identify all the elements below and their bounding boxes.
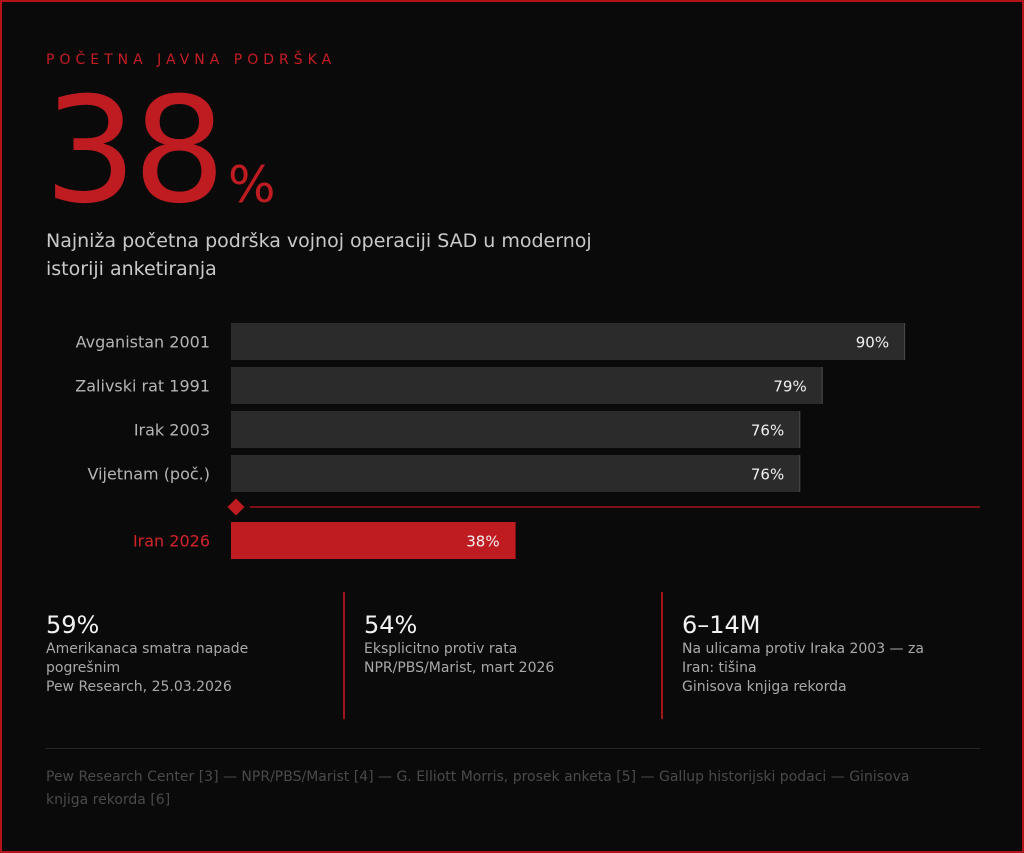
stat-block: 59% Amerikanaca smatra napade pogrešnim … (46, 592, 326, 720)
stat-line: Amerikanaca smatra napade (46, 641, 249, 657)
category-label: Avganistan 2001 (76, 333, 210, 352)
stat-line: pogrešnim (46, 660, 121, 676)
value-label: 90% (856, 334, 889, 352)
category-label: Zalivski rat 1991 (75, 377, 210, 396)
sources-line: knjiga rekorda [6] (46, 792, 171, 808)
value-label: 38% (466, 533, 499, 551)
stat-block: 6–14M Na ulicama protiv Iraka 2003 — za … (682, 592, 972, 720)
stat-value: 6–14M (682, 611, 761, 639)
bar (231, 455, 801, 492)
bar-edge (799, 455, 801, 492)
stat-source: Ginisova knjiga rekorda (682, 679, 847, 695)
headline-unit: % (228, 156, 276, 214)
stat-divider (343, 592, 345, 719)
value-label: 79% (773, 378, 806, 396)
stat-line: Na ulicama protiv Iraka 2003 — za (682, 641, 924, 657)
diamond-icon (227, 498, 245, 516)
kicker-label: POČETNA JAVNA PODRŠKA (46, 52, 337, 68)
stat-line: Eksplicitno protiv rata (364, 641, 518, 657)
stat-line: Iran: tišina (682, 660, 757, 676)
description-line: istoriji anketiranja (46, 258, 217, 280)
bar-edge (799, 411, 801, 448)
stat-block: 54% Eksplicitno protiv rata NPR/PBS/Mari… (364, 592, 644, 720)
stat-divider (661, 592, 663, 719)
bar (231, 367, 823, 404)
stats-row: 59% Amerikanaca smatra napade pogrešnim … (0, 592, 1024, 720)
stat-value: 59% (46, 611, 100, 639)
bar (231, 411, 801, 448)
stat-value: 54% (364, 611, 418, 639)
sources-line: Pew Research Center [3] — NPR/PBS/Marist… (46, 769, 910, 785)
category-label: Irak 2003 (134, 421, 210, 440)
footer-divider (46, 748, 980, 749)
category-label: Iran 2026 (133, 532, 210, 551)
headline-value: 38 (44, 66, 226, 236)
category-label: Vijetnam (poč.) (87, 465, 210, 484)
bar (231, 522, 516, 559)
bar (231, 323, 906, 360)
headline-description: Najniža početna podrška vojnoj operaciji… (46, 227, 626, 283)
bar-edge (821, 367, 823, 404)
description-line: Najniža početna podrška vojnoj operaciji… (46, 230, 592, 252)
value-label: 76% (751, 466, 784, 484)
sources-footer: Pew Research Center [3] — NPR/PBS/Marist… (46, 766, 976, 812)
stat-source: NPR/PBS/Marist, mart 2026 (364, 660, 555, 676)
value-label: 76% (751, 422, 784, 440)
stat-source: Pew Research, 25.03.2026 (46, 679, 232, 695)
bar-edge (904, 323, 906, 360)
